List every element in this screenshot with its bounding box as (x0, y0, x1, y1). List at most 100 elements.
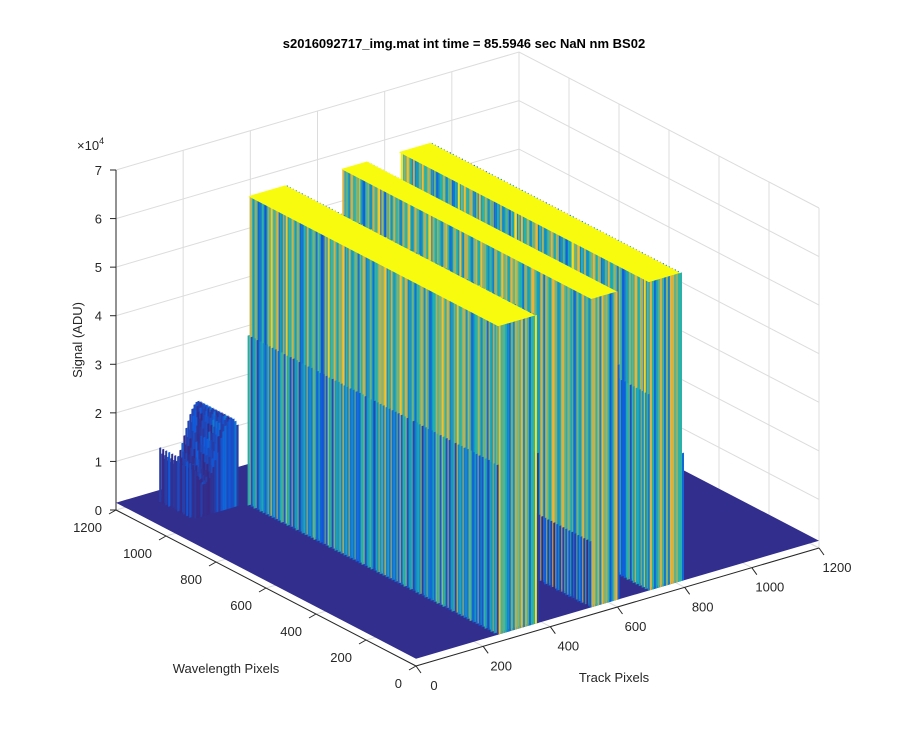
surface-strip (561, 282, 564, 592)
y-tick-label: 200 (330, 650, 352, 665)
chart-title: s2016092717_img.mat int time = 85.5946 s… (283, 36, 645, 51)
x-tick-label: 1200 (823, 560, 852, 575)
surface-strip (322, 374, 325, 545)
surface-strip (189, 462, 192, 518)
surface-strip (253, 338, 256, 509)
surface-strip (292, 358, 295, 529)
surface-strip (256, 339, 259, 511)
surface-strip (629, 384, 632, 582)
surface-strip (232, 418, 235, 508)
surface-strip (391, 409, 394, 581)
surface-strip (571, 531, 574, 599)
y-tick-label: 0 (395, 676, 402, 691)
y-tick-mark (108, 509, 117, 515)
surface-strip (418, 424, 421, 595)
surface-strip (222, 431, 225, 511)
surface-strip (370, 399, 373, 570)
surface-strip (168, 451, 171, 507)
surface-strip (400, 414, 403, 586)
surface-strip (657, 278, 660, 588)
z-tick-label: 7 (95, 163, 102, 178)
surface-strip (218, 444, 221, 512)
surface-strip (520, 319, 523, 628)
x-axis-label: Track Pixels (579, 670, 650, 685)
surface-strip (162, 448, 165, 504)
x-tick-mark (684, 587, 691, 595)
surface-strip (210, 472, 213, 515)
surface-strip (430, 430, 433, 601)
surface-strip (295, 360, 298, 531)
surface-strip (484, 458, 487, 629)
surface-strip (673, 274, 676, 584)
surface-strip (647, 393, 650, 591)
surface-strip (504, 323, 507, 633)
surface-strip (502, 324, 505, 634)
surface-strip (397, 413, 400, 584)
surface-strip (277, 350, 280, 522)
surface-strip (403, 416, 406, 587)
z-axis-label: Signal (ADU) (70, 302, 85, 378)
surface-strip (528, 316, 531, 626)
surface-strip (481, 456, 484, 628)
surface-strip (352, 389, 355, 561)
tick-labels: 0200400600800100012000200400600800100012… (73, 163, 851, 693)
surface-strip (274, 349, 277, 520)
surface-strip (667, 275, 670, 585)
surface-strip (349, 388, 352, 559)
x-tick-label: 1000 (755, 580, 784, 595)
z-grid-line (115, 51, 820, 209)
surface-strip (601, 295, 604, 605)
surface-strip (460, 445, 463, 617)
surface-strip (204, 483, 207, 516)
surface-strip (490, 461, 493, 632)
surface-strip (409, 419, 412, 590)
surface-strip (159, 447, 162, 503)
surface-strip (641, 390, 644, 588)
surface-strip (382, 405, 385, 576)
surface-strip (617, 364, 620, 600)
surface-strip (653, 280, 656, 590)
surface-strip (553, 522, 556, 590)
surface-strip (620, 379, 623, 577)
surface-strip (271, 347, 274, 519)
surface-strip (626, 382, 629, 580)
surface-strip (454, 442, 457, 614)
surface-strip (498, 325, 501, 635)
peak-cap-1 (248, 185, 536, 327)
z-tick-label: 5 (95, 260, 102, 275)
surface-strip (194, 470, 197, 519)
surface-strip (558, 281, 561, 591)
surface-strip (394, 411, 397, 583)
surface-strip (623, 381, 626, 579)
surface-strip (337, 381, 340, 553)
surface-strip (541, 516, 544, 583)
surface-strip (250, 336, 253, 508)
surface-strip (445, 438, 448, 609)
y-tick-label: 600 (230, 598, 252, 613)
surface-strip (310, 367, 313, 539)
surface-strip (457, 444, 460, 615)
surface-strip (559, 525, 562, 593)
y-tick-mark (408, 665, 417, 671)
surface-strip (544, 517, 547, 585)
x-tick-label: 400 (557, 639, 579, 654)
z-exponent-label: ×104 (77, 136, 104, 153)
surface-strip (595, 297, 598, 607)
surface-strip (216, 452, 219, 513)
surface-strip (546, 275, 549, 584)
surface-strip (574, 533, 577, 601)
surface-strip (552, 278, 555, 588)
surface-strip (376, 402, 379, 573)
surface-strip (540, 271, 543, 581)
surface-strip (607, 293, 610, 603)
surface-strip (316, 370, 319, 542)
surface-strip (475, 453, 478, 625)
surface-strip (603, 294, 606, 604)
surface-strip (469, 450, 472, 622)
surface-strip (200, 482, 203, 518)
surface-strip (262, 342, 265, 514)
surface-strip (573, 289, 576, 598)
surface-strip (198, 479, 201, 518)
surface-strip (307, 366, 310, 537)
surface-strip (512, 321, 515, 631)
